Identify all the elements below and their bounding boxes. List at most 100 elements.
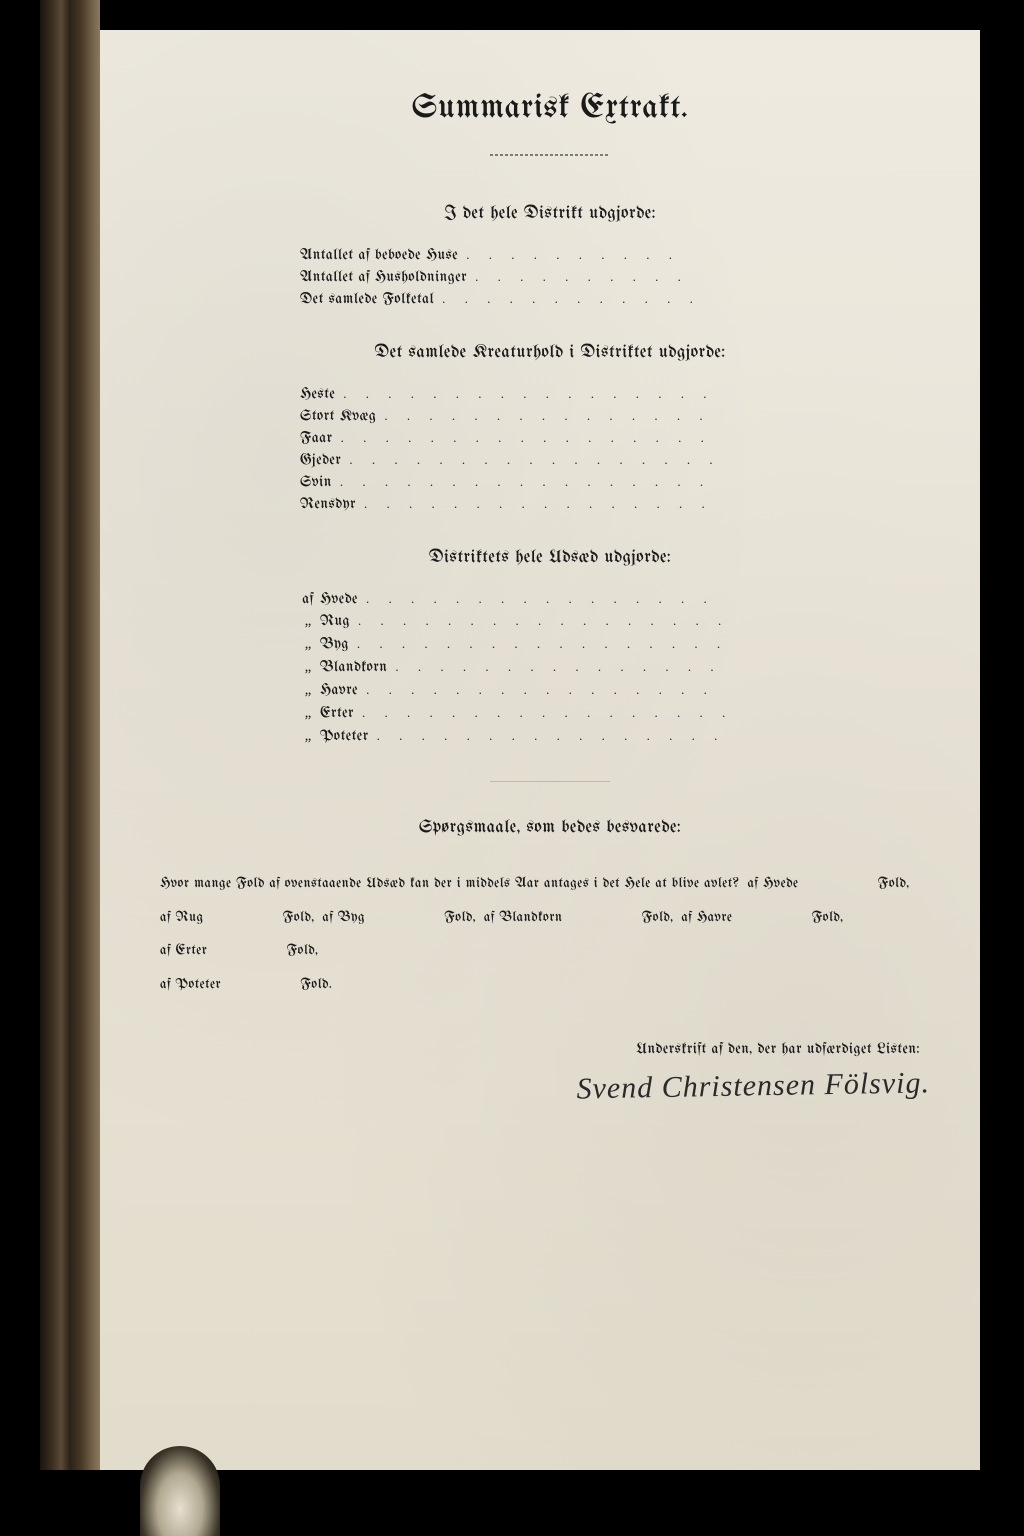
grain-prefix: af [160, 977, 171, 992]
grain-segment: af Rug Fold, [160, 901, 314, 935]
ditto-mark: „ [300, 705, 316, 722]
section1-heading: I det hele Distrikt udgjorde: [160, 204, 940, 223]
signature-handwriting: Svend Christensen Fölsvig. [160, 1067, 930, 1114]
signature-label: Underskrift af den, der har udfærdiget L… [160, 1041, 920, 1057]
divider-rule [490, 781, 610, 782]
grain-segment: af Blandkorn Fold, [484, 901, 674, 935]
question-line-2: af Rug Fold, af Byg Fold, af Blandkorn F… [160, 901, 940, 968]
entry-label: Gjeder [300, 452, 341, 468]
entry-label: Blandkorn [320, 659, 387, 675]
leader-dots: . . . . . . . . . . . . . . . . . [357, 636, 800, 652]
grain-name: Poteter [175, 977, 221, 992]
entry-row: Det samlede Folketal . . . . . . . . . .… [300, 291, 800, 307]
leader-dots: . . . . . . . . . . [466, 247, 800, 263]
leader-dots: . . . . . . . . . . . . . . . . [366, 591, 800, 607]
leader-dots: . . . . . . . . . . . . . . . . . [362, 705, 800, 721]
grain-name: Byg [338, 910, 365, 925]
question-line-3: af Poteter Fold. [160, 968, 940, 1002]
prefix-label: af [300, 591, 316, 607]
entry-label: Heste [300, 386, 335, 402]
entry-row: „ Blandkorn . . . . . . . . . . . . . . … [300, 659, 800, 676]
entry-row: Rensdyr . . . . . . . . . . . . . . . . [300, 496, 800, 512]
leader-dots: . . . . . . . . . . . . . . . . . [340, 474, 800, 490]
section1-entries: Antallet af beboede Huse . . . . . . . .… [300, 247, 800, 307]
leader-dots: . . . . . . . . . . . . . . . . . [343, 386, 800, 402]
entry-label: Hvede [320, 591, 358, 607]
leader-dots: . . . . . . . . . . . . [442, 291, 800, 307]
grain-segment: af Erter Fold, [160, 934, 318, 968]
question-line-1: Hvor mange Fold af ovenstaaende Udsæd ka… [160, 867, 940, 901]
entry-row: Stort Kvæg . . . . . . . . . . . . . . . [300, 408, 800, 424]
grain-name: Rug [175, 910, 203, 925]
entry-row: af Hvede . . . . . . . . . . . . . . . . [300, 591, 800, 607]
entry-row: Antallet af beboede Huse . . . . . . . .… [300, 247, 800, 263]
entry-label: Rensdyr [300, 496, 356, 512]
entry-row: „ Havre . . . . . . . . . . . . . . . . [300, 682, 800, 699]
entry-label: Det samlede Folketal [300, 291, 434, 307]
entry-row: „ Erter . . . . . . . . . . . . . . . . … [300, 705, 800, 722]
entry-label: Antallet af Husholdninger [300, 269, 467, 285]
leader-dots: . . . . . . . . . . . . . . . . . [349, 452, 800, 468]
grain-segment: af Byg Fold, [322, 901, 475, 935]
grain-prefix: af [322, 910, 333, 925]
grain-prefix: af [160, 910, 171, 925]
ditto-mark: „ [300, 613, 316, 630]
entry-row: Gjeder . . . . . . . . . . . . . . . . . [300, 452, 800, 468]
entry-row: Heste . . . . . . . . . . . . . . . . . [300, 386, 800, 402]
leader-dots: . . . . . . . . . . . . . . . . . [358, 613, 800, 629]
entry-row: „ Rug . . . . . . . . . . . . . . . . . [300, 613, 800, 630]
question-lead: Hvor mange Fold af ovenstaaende Udsæd ka… [160, 867, 739, 901]
leader-dots: . . . . . . . . . . . . . . . . . [341, 430, 800, 446]
questions-block: Hvor mange Fold af ovenstaaende Udsæd ka… [160, 867, 940, 1001]
grain-unit: Fold [287, 943, 316, 958]
thumb-artifact [140, 1446, 220, 1536]
document-page: Summarisk Extrakt. I det hele Distrikt u… [100, 30, 980, 1470]
leader-dots: . . . . . . . . . . [475, 269, 800, 285]
grain-name: Erter [175, 943, 207, 958]
leader-dots: . . . . . . . . . . . . . . . . [377, 728, 800, 744]
ornamental-rule [490, 154, 610, 156]
grain-prefix: af [484, 910, 495, 925]
entry-label: Antallet af beboede Huse [300, 247, 458, 263]
grain-unit: Fold [878, 876, 907, 891]
entry-label: Stort Kvæg [300, 408, 376, 424]
entry-row: „ Poteter . . . . . . . . . . . . . . . … [300, 728, 800, 745]
ditto-mark: „ [300, 659, 316, 676]
entry-row: Antallet af Husholdninger . . . . . . . … [300, 269, 800, 285]
book-spine [40, 0, 100, 1536]
section2-entries: Heste . . . . . . . . . . . . . . . . . … [300, 386, 800, 512]
leader-dots: . . . . . . . . . . . . . . . [395, 659, 800, 675]
grain-name: Blandkorn [499, 910, 562, 925]
entry-row: Svin . . . . . . . . . . . . . . . . . [300, 474, 800, 490]
entry-row: Faar . . . . . . . . . . . . . . . . . [300, 430, 800, 446]
grain-prefix: af [747, 876, 758, 891]
grain-unit: Fold [444, 910, 473, 925]
entry-label: Faar [300, 430, 333, 446]
grain-unit: Fold [283, 910, 312, 925]
ditto-mark: „ [300, 728, 316, 745]
section3-heading: Distriktets hele Udsæd udgjorde: [160, 548, 940, 567]
scan-edge-top [0, 0, 1024, 30]
leader-dots: . . . . . . . . . . . . . . . [384, 408, 800, 424]
grain-name: Havre [697, 910, 733, 925]
leader-dots: . . . . . . . . . . . . . . . . [364, 496, 800, 512]
ditto-mark: „ [300, 682, 316, 699]
grain-segment: af Hvede Fold, [747, 867, 909, 901]
entry-label: Byg [320, 636, 349, 652]
section3-entries: af Hvede . . . . . . . . . . . . . . . .… [300, 591, 800, 745]
grain-segment: af Havre Fold, [681, 901, 843, 935]
grain-unit: Fold [300, 977, 329, 992]
grain-unit: Fold [642, 910, 671, 925]
scan-background: Summarisk Extrakt. I det hele Distrikt u… [0, 0, 1024, 1536]
scan-edge-right [980, 0, 1024, 1536]
page-title: Summarisk Extrakt. [160, 90, 940, 126]
entry-label: Svin [300, 474, 332, 490]
grain-unit: Fold [812, 910, 841, 925]
entry-label: Poteter [320, 728, 369, 744]
section4-heading: Spørgsmaale, som bedes besvarede: [160, 818, 940, 837]
grain-prefix: af [681, 910, 692, 925]
entry-label: Havre [320, 682, 358, 698]
grain-name: Hvede [763, 876, 799, 891]
grain-segment: af Poteter Fold. [160, 968, 332, 1002]
ditto-mark: „ [300, 636, 316, 653]
